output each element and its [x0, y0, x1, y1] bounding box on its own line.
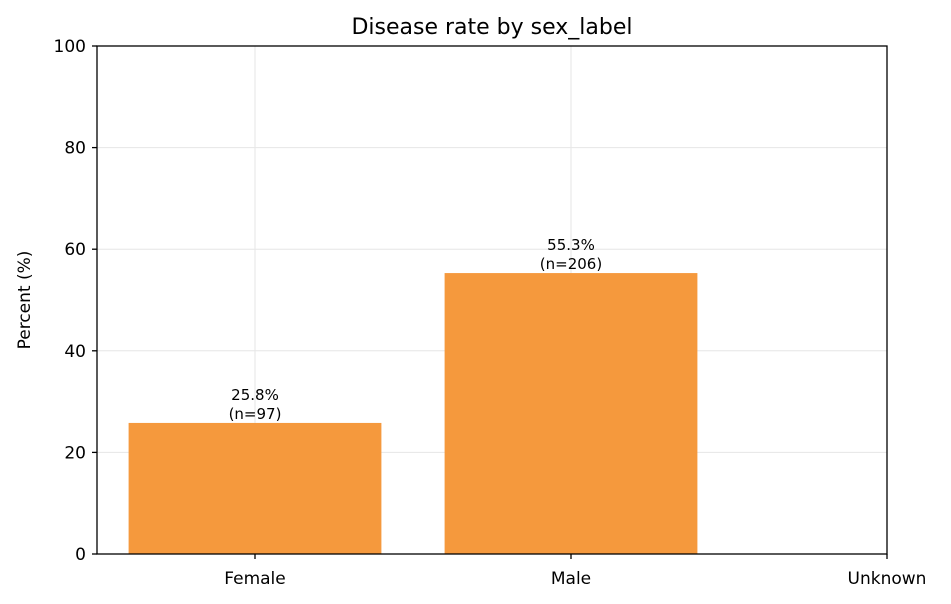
y-axis-label: Percent (%): [15, 251, 35, 350]
bar-data-label: 25.8%: [231, 386, 279, 404]
bar-male: [444, 273, 698, 554]
y-tick-label: 20: [64, 443, 86, 463]
x-tick-label: Unknown: [848, 569, 927, 589]
y-tick-label: 80: [64, 139, 86, 159]
x-tick-label: Female: [224, 569, 285, 589]
data-labels: (n=97)25.8% (n=206)55.3%: [229, 236, 603, 423]
y-tick-label: 0: [75, 545, 86, 565]
bar-data-label: (n=97): [229, 405, 282, 423]
bar-female: [128, 422, 382, 554]
y-tick-label: 100: [54, 37, 86, 57]
y-tick-label: 40: [64, 342, 86, 362]
x-tick-label: Male: [551, 569, 591, 589]
bars: [128, 273, 698, 554]
bar-data-label: (n=206): [540, 255, 602, 273]
y-tick-label: 60: [64, 240, 86, 260]
ticks: 0 20 40 60 80 100 Female Male Unknown: [54, 37, 927, 589]
plot-frame: [96, 45, 888, 555]
bar-data-label: 55.3%: [547, 236, 595, 254]
chart-title: Disease rate by sex_label: [351, 15, 632, 40]
